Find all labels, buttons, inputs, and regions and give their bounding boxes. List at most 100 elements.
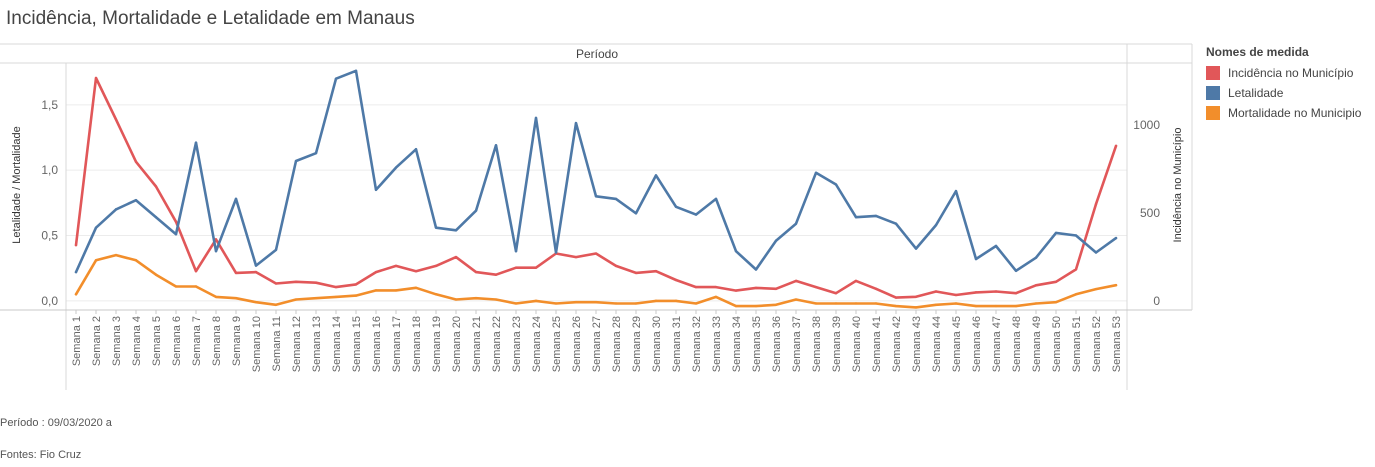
data-point[interactable]	[934, 303, 938, 306]
data-point[interactable]	[154, 273, 158, 276]
data-point[interactable]	[194, 141, 198, 144]
data-point[interactable]	[1094, 287, 1098, 291]
data-point[interactable]	[334, 295, 338, 299]
data-point[interactable]	[814, 302, 818, 305]
data-point[interactable]	[634, 212, 638, 215]
data-point[interactable]	[954, 293, 958, 297]
data-point[interactable]	[594, 252, 598, 255]
data-point[interactable]	[1054, 300, 1058, 304]
data-point[interactable]	[674, 299, 678, 303]
legend-item-letalidade[interactable]: Letalidade	[1206, 83, 1361, 103]
data-point[interactable]	[674, 205, 678, 208]
data-point[interactable]	[254, 264, 258, 267]
legend-item-incidencia[interactable]: Incidência no Município	[1206, 63, 1361, 83]
data-point[interactable]	[914, 295, 918, 298]
data-point[interactable]	[874, 214, 878, 218]
data-point[interactable]	[194, 269, 198, 273]
data-point[interactable]	[834, 302, 838, 305]
data-point[interactable]	[874, 287, 878, 291]
data-point[interactable]	[254, 300, 258, 304]
data-point[interactable]	[354, 283, 358, 286]
data-point[interactable]	[594, 300, 598, 304]
data-point[interactable]	[714, 197, 718, 201]
data-point[interactable]	[214, 238, 218, 241]
data-point[interactable]	[134, 199, 138, 202]
data-point[interactable]	[1034, 284, 1038, 287]
data-point[interactable]	[934, 290, 938, 293]
data-point[interactable]	[1074, 293, 1078, 296]
data-point[interactable]	[714, 295, 718, 299]
data-point[interactable]	[434, 264, 438, 268]
data-point[interactable]	[554, 251, 558, 254]
data-point[interactable]	[414, 286, 418, 289]
data-point[interactable]	[354, 294, 358, 297]
data-point[interactable]	[414, 148, 418, 151]
data-point[interactable]	[114, 208, 118, 211]
data-point[interactable]	[294, 159, 298, 163]
data-point[interactable]	[1014, 269, 1018, 272]
legend-item-mortalidade[interactable]: Mortalidade no Municipio	[1206, 103, 1361, 123]
data-point[interactable]	[934, 223, 938, 227]
data-point[interactable]	[1074, 268, 1078, 271]
data-point[interactable]	[374, 188, 378, 191]
data-point[interactable]	[974, 291, 978, 294]
data-point[interactable]	[614, 197, 618, 201]
data-point[interactable]	[534, 116, 538, 120]
data-point[interactable]	[274, 282, 278, 285]
data-point[interactable]	[394, 289, 398, 292]
data-point[interactable]	[74, 270, 78, 274]
data-point[interactable]	[1054, 280, 1058, 283]
data-point[interactable]	[754, 286, 758, 290]
data-point[interactable]	[354, 69, 358, 73]
data-point[interactable]	[554, 302, 558, 305]
data-point[interactable]	[294, 280, 298, 283]
data-point[interactable]	[374, 270, 378, 274]
data-point[interactable]	[194, 285, 198, 288]
data-point[interactable]	[1014, 304, 1018, 308]
data-point[interactable]	[694, 285, 698, 289]
data-point[interactable]	[1114, 144, 1118, 148]
data-point[interactable]	[474, 297, 478, 300]
data-point[interactable]	[434, 226, 438, 229]
data-point[interactable]	[154, 216, 158, 219]
data-point[interactable]	[714, 285, 718, 289]
data-point[interactable]	[594, 195, 598, 198]
data-point[interactable]	[794, 222, 798, 225]
data-point[interactable]	[334, 285, 338, 289]
data-point[interactable]	[254, 270, 258, 274]
data-point[interactable]	[474, 270, 478, 274]
data-point[interactable]	[274, 303, 278, 306]
data-point[interactable]	[574, 121, 578, 125]
data-point[interactable]	[114, 118, 118, 121]
data-point[interactable]	[974, 304, 978, 308]
data-point[interactable]	[234, 297, 238, 300]
data-point[interactable]	[574, 255, 578, 259]
data-point[interactable]	[854, 279, 858, 283]
data-point[interactable]	[1094, 251, 1098, 254]
data-point[interactable]	[874, 302, 878, 305]
data-point[interactable]	[534, 299, 538, 303]
data-point[interactable]	[514, 302, 518, 305]
data-point[interactable]	[854, 216, 858, 219]
data-point[interactable]	[994, 244, 998, 248]
data-point[interactable]	[174, 285, 178, 288]
data-point[interactable]	[914, 306, 918, 309]
data-point[interactable]	[514, 249, 518, 253]
data-point[interactable]	[794, 279, 798, 283]
data-point[interactable]	[754, 268, 758, 271]
data-point[interactable]	[514, 266, 518, 269]
data-point[interactable]	[854, 302, 858, 305]
data-point[interactable]	[674, 278, 678, 282]
data-point[interactable]	[994, 304, 998, 308]
data-point[interactable]	[634, 271, 638, 275]
data-point[interactable]	[314, 151, 318, 155]
data-point[interactable]	[634, 302, 638, 305]
data-point[interactable]	[894, 222, 898, 225]
data-point[interactable]	[774, 287, 778, 291]
series-line-incid-ncia-no-munic-pio[interactable]	[74, 76, 1118, 299]
data-point[interactable]	[314, 297, 318, 300]
data-point[interactable]	[954, 189, 958, 193]
data-point[interactable]	[654, 299, 658, 303]
data-point[interactable]	[414, 269, 418, 273]
data-point[interactable]	[1034, 256, 1038, 259]
